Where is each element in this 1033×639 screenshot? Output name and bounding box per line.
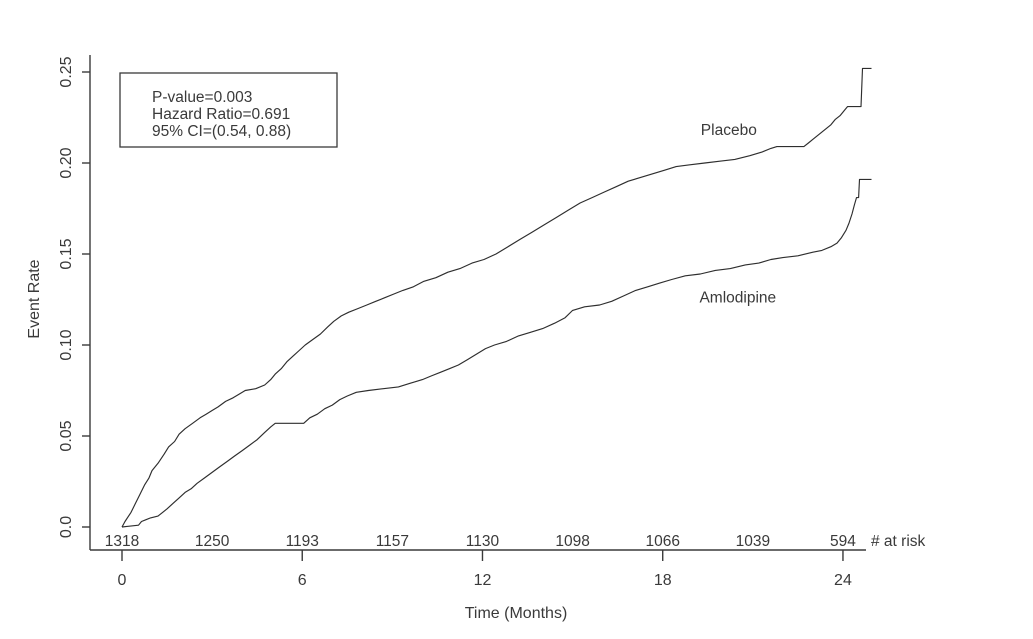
y-tick-label: 0.0 (58, 516, 75, 538)
y-tick-label: 0.25 (58, 56, 75, 87)
y-tick-label: 0.20 (58, 147, 75, 178)
x-tick-label: 0 (118, 572, 127, 589)
at-risk-caption: # at risk (871, 533, 926, 550)
y-axis-ticks: 0.0 0.05 0.10 0.15 0.20 0.25 (58, 56, 90, 538)
series-label-amlodipine: Amlodipine (699, 290, 776, 307)
at-risk-count: 1193 (286, 533, 319, 550)
at-risk-count: 1130 (466, 533, 500, 550)
at-risk-count: 1157 (376, 533, 409, 550)
series-label-placebo: Placebo (701, 122, 757, 139)
survival-curves (121, 67, 872, 528)
x-axis-ticks: 0 6 12 18 24 (118, 550, 852, 589)
x-tick-label: 12 (474, 572, 492, 589)
at-risk-count: 1039 (736, 533, 770, 550)
x-axis-title: Time (Months) (465, 605, 568, 622)
at-risk-count: 1098 (555, 533, 589, 550)
y-axis-title: Event Rate (26, 259, 43, 338)
at-risk-count: 1066 (645, 533, 679, 550)
y-tick-label: 0.10 (58, 329, 75, 360)
at-risk-count: 1250 (195, 533, 230, 550)
y-tick-label: 0.05 (58, 420, 75, 451)
stats-box (119, 72, 338, 148)
stats-line-pvalue: P-value=0.003 (152, 89, 252, 106)
x-tick-label: 24 (834, 572, 852, 589)
curve-placebo (121, 67, 872, 528)
x-tick-label: 18 (654, 572, 672, 589)
at-risk-count: 594 (830, 533, 856, 550)
y-tick-label: 0.15 (58, 238, 75, 269)
at-risk-count: 1318 (105, 533, 139, 550)
number-at-risk-row: 1318 1250 1193 1157 1130 1098 1066 1039 594 (105, 533, 857, 550)
stats-line-ci: 95% CI=(0.54, 0.88) (152, 123, 291, 140)
curve-amlodipine (121, 178, 872, 528)
series-labels: Placebo Amlodipine (699, 122, 776, 306)
stats-line-hazard-ratio: Hazard Ratio=0.691 (152, 106, 290, 123)
x-tick-label: 6 (298, 572, 307, 589)
